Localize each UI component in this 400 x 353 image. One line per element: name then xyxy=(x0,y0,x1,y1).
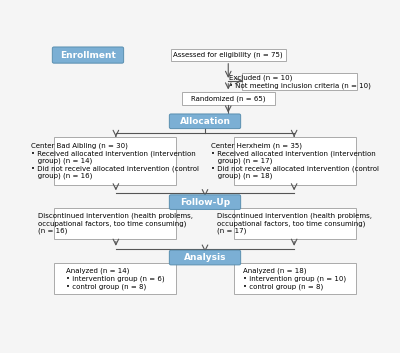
FancyBboxPatch shape xyxy=(234,137,356,185)
Text: Enrollment: Enrollment xyxy=(60,50,116,60)
FancyBboxPatch shape xyxy=(54,208,176,239)
Text: Excluded (n = 10)
• Not meeting inclusion criteria (n = 10): Excluded (n = 10) • Not meeting inclusio… xyxy=(229,74,370,89)
Text: Analyzed (n = 18)
• intervention group (n = 10)
• control group (n = 8): Analyzed (n = 18) • intervention group (… xyxy=(243,268,346,289)
Text: Assessed for eligibility (n = 75): Assessed for eligibility (n = 75) xyxy=(174,52,283,58)
Text: Randomized (n = 65): Randomized (n = 65) xyxy=(191,95,266,102)
Text: Analysis: Analysis xyxy=(184,253,226,262)
FancyBboxPatch shape xyxy=(169,114,241,128)
FancyBboxPatch shape xyxy=(234,208,356,239)
FancyBboxPatch shape xyxy=(52,47,124,63)
Text: Discontinued intervention (health problems,
occupational factors, too time consu: Discontinued intervention (health proble… xyxy=(218,213,372,234)
FancyBboxPatch shape xyxy=(182,92,275,105)
FancyBboxPatch shape xyxy=(242,73,357,90)
FancyBboxPatch shape xyxy=(169,250,241,265)
Text: Analyzed (n = 14)
• intervention group (n = 6)
• control group (n = 8): Analyzed (n = 14) • intervention group (… xyxy=(66,268,164,289)
Text: Discontinued intervention (health problems,
occupational factors, too time consu: Discontinued intervention (health proble… xyxy=(38,213,193,234)
Text: Center Bad Aibling (n = 30)
• Received allocated intervention (intervention
   g: Center Bad Aibling (n = 30) • Received a… xyxy=(31,143,199,179)
FancyBboxPatch shape xyxy=(171,48,286,61)
Text: Center Herxheim (n = 35)
• Received allocated intervention (intervention
   grou: Center Herxheim (n = 35) • Received allo… xyxy=(211,143,379,179)
FancyBboxPatch shape xyxy=(234,263,356,294)
FancyBboxPatch shape xyxy=(169,195,241,209)
FancyBboxPatch shape xyxy=(54,137,176,185)
Text: Allocation: Allocation xyxy=(180,117,230,126)
FancyBboxPatch shape xyxy=(54,263,176,294)
Text: Follow-Up: Follow-Up xyxy=(180,198,230,207)
